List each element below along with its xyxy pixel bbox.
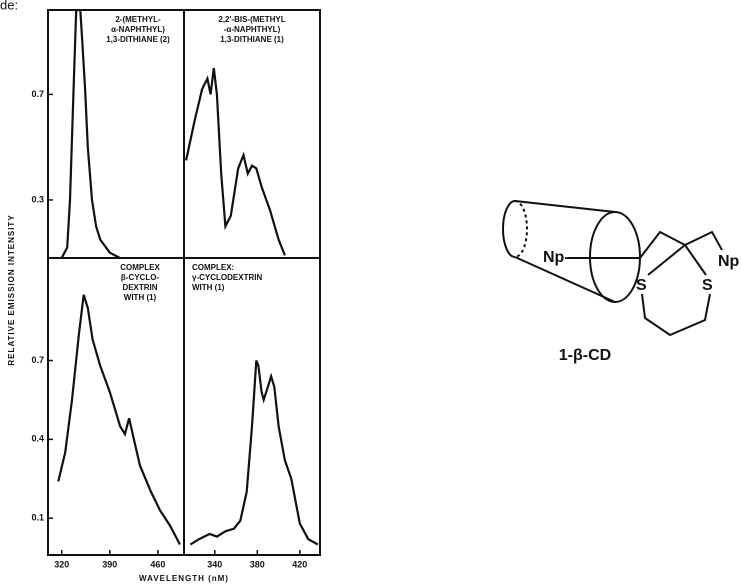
spectrum-line — [57, 294, 181, 546]
y-tick-label: 0.4 — [31, 434, 44, 444]
x-tick-label: 320 — [54, 559, 69, 569]
panel-annotation: COMPLEX: — [192, 263, 234, 272]
x-tick-label: 420 — [292, 559, 307, 569]
structure-caption: 1-β-CD — [559, 347, 611, 364]
panel-annotation: 2-(METHYL- — [115, 15, 161, 24]
panel-annotation: WITH (1) — [124, 293, 157, 302]
y-tick-label: 0.3 — [31, 194, 44, 204]
panel-annotation: 1,3-DITHIANE (1) — [220, 35, 284, 44]
x-tick-label: 390 — [102, 559, 117, 569]
y-tick-label: 0.7 — [31, 355, 44, 365]
panel-frames — [47, 9, 321, 556]
panel-annotation: β-CYCLO- — [121, 273, 160, 282]
spectrum-line — [189, 360, 319, 546]
panel-annotation: -α-NAPHTHYL) — [224, 25, 281, 34]
y-tick-label: 0.7 — [31, 89, 44, 99]
spectrum-line — [60, 10, 121, 258]
np-label: Np — [718, 253, 740, 270]
x-axis-label: WAVELENGTH (nM) — [139, 574, 229, 583]
panel-annotation: DEXTRIN — [122, 283, 157, 292]
panel-annotation: 2,2'-BIS-(METHYL — [218, 15, 285, 24]
panel-annotation: γ-CYCLODEXTRIN — [192, 273, 262, 282]
panel-annotation: COMPLEX — [120, 263, 160, 272]
panel-annotation: 1,3-DITHIANE (2) — [106, 35, 170, 44]
x-tick-label: 380 — [250, 559, 265, 569]
y-tick-label: 0.1 — [31, 513, 44, 523]
structure — [502, 200, 723, 337]
fragment: de: — [0, 0, 18, 12]
y-axis-label: RELATIVE EMISSION INTENSITY — [7, 214, 16, 365]
sulfur-label: S — [702, 277, 713, 294]
np-label: Np- — [543, 249, 570, 266]
sulfur-label: S — [636, 277, 647, 294]
panel-annotation: WITH (1) — [192, 283, 225, 292]
panel-annotation: α-NAPHTHYL) — [111, 25, 165, 34]
x-tick-label: 460 — [150, 559, 165, 569]
x-tick-label: 340 — [207, 559, 222, 569]
spectrum-line — [185, 67, 286, 256]
